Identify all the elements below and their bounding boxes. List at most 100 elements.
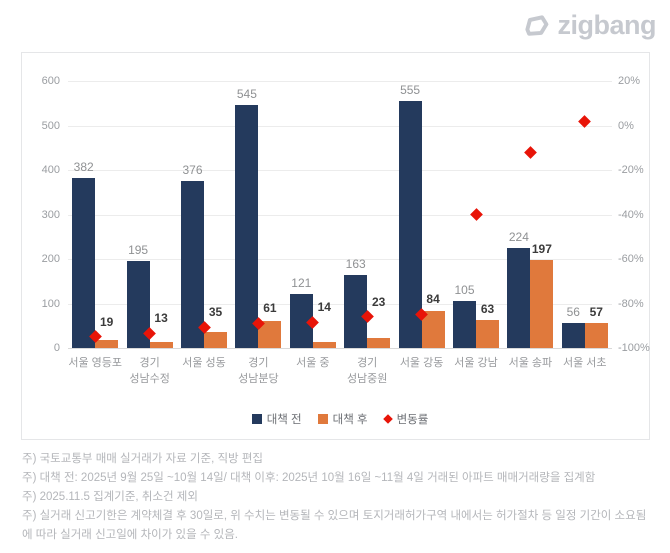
category-label-line: 서울 성동 (182, 357, 226, 369)
chart-legend: 대책 전 대책 후 변동률 (68, 411, 612, 427)
bar-before (289, 294, 313, 348)
right-axis-tick: -40% (618, 208, 644, 221)
bar-after (204, 332, 227, 348)
value-label-before: 224 (508, 230, 529, 245)
value-label-before: 163 (345, 257, 366, 272)
change-rate-diamond (469, 208, 483, 221)
bar-after (95, 339, 119, 348)
left-axis-tick: 100 (41, 297, 60, 310)
value-label-after: 84 (426, 292, 440, 307)
legend-square-swatch (251, 414, 262, 424)
footnote-line: 주) 실거래 신고기한은 계약체결 후 30일로, 위 수치는 변동될 수 있으… (22, 510, 647, 541)
change-rate-diamond (524, 146, 537, 159)
gridline (68, 125, 612, 127)
category-label-line: 서울 서초 (563, 357, 607, 369)
category-label-line: 서울 송파 (508, 357, 553, 369)
value-label-after: 23 (372, 294, 386, 309)
gridline (68, 170, 612, 171)
category-label-line: 성남중원 (346, 373, 388, 385)
bar-after (149, 342, 173, 348)
left-axis-tick: 0 (53, 342, 60, 354)
bar-before (235, 105, 259, 348)
category-label-line: 서울 영등포 (68, 357, 123, 369)
category-label-line: 경기 (248, 357, 269, 369)
left-axis-tick: 600 (41, 75, 60, 87)
category-label-line: 서울 강동 (399, 357, 444, 369)
right-axis-tick: -60% (618, 253, 644, 265)
gridline (68, 348, 612, 349)
value-label-after: 61 (263, 301, 277, 316)
value-label-before: 121 (291, 276, 312, 291)
value-label-before: 376 (182, 162, 203, 177)
legend-square-swatch (317, 414, 328, 424)
value-label-after: 197 (531, 242, 552, 257)
category-label: 서울 강동 (391, 355, 453, 371)
zigbang-logo-text: zigbang (557, 10, 657, 40)
bar-after (258, 320, 282, 348)
value-label-before: 56 (566, 305, 580, 320)
category-label-line: 성남수정 (129, 373, 170, 385)
category-label-line: 경기 (139, 357, 160, 369)
left-axis-tick: 200 (41, 253, 60, 265)
right-axis-tick: -100% (618, 342, 650, 354)
bar-after (476, 319, 499, 348)
gridline (68, 81, 612, 82)
gridline (68, 303, 612, 305)
value-label-before: 545 (236, 87, 257, 102)
category-label-line: 서울 강남 (454, 357, 498, 369)
value-label-before: 195 (128, 243, 149, 258)
value-label-after: 14 (317, 300, 331, 315)
category-label: 서울 성동 (173, 355, 235, 371)
bar-before (561, 323, 585, 348)
zigbang-logo: zigbang (521, 10, 657, 40)
category-label: 서울 송파 (499, 355, 561, 371)
legend-label: 대책 후 (332, 414, 368, 426)
category-label: 서울 중 (282, 355, 344, 371)
bar-before (398, 101, 422, 348)
value-label-after: 19 (100, 314, 114, 329)
category-label: 서울 강남 (445, 355, 507, 371)
right-axis-tick: -80% (618, 297, 644, 310)
bar-after (367, 337, 391, 348)
footnote-line: 주) 2025.11.5 집계기준, 취소건 제외 (22, 491, 198, 503)
legend-item: 변동률 (382, 411, 429, 427)
gridline (68, 259, 612, 260)
value-label-after: 35 (208, 305, 223, 320)
left-axis-tick: 300 (41, 208, 60, 221)
value-label-before: 382 (73, 160, 94, 174)
legend-item: 대책 전 (251, 411, 302, 427)
category-label: 서울 서초 (554, 355, 616, 371)
legend-label: 변동률 (396, 414, 429, 426)
bar-before (126, 261, 150, 348)
right-axis-tick: 0% (618, 119, 634, 132)
category-label-line: 성남분당 (238, 373, 279, 385)
legend-label: 대책 전 (266, 414, 302, 426)
category-label: 서울 영등포 (64, 355, 126, 371)
bar-after (584, 322, 608, 348)
bar-before (181, 180, 204, 348)
category-label-line: 경기 (357, 357, 378, 369)
bar-before (344, 275, 368, 348)
bar-before (72, 178, 96, 348)
left-axis-tick: 400 (41, 164, 60, 176)
value-label-before: 555 (400, 83, 421, 98)
footnote-line: 주) 국토교통부 매매 실거래가 자료 기준, 직방 편집 (22, 453, 263, 465)
left-axis-tick: 500 (41, 119, 60, 132)
legend-diamond-swatch (382, 414, 393, 424)
footnote-line: 주) 대책 전: 2025년 9월 25일 ~10월 14일/ 대책 이후: 2… (22, 472, 596, 484)
value-label-before: 105 (454, 283, 475, 298)
bar-after (312, 341, 336, 348)
bar-before (453, 301, 476, 348)
gridline (68, 214, 612, 216)
right-axis-tick: 20% (618, 75, 641, 87)
value-label-after: 63 (480, 301, 495, 316)
value-label-after: 13 (154, 311, 168, 326)
zigbang-house-icon (521, 13, 551, 39)
bar-before (507, 248, 531, 348)
right-axis-tick: -20% (618, 164, 644, 176)
bar-after (530, 260, 554, 348)
bar-after (421, 310, 445, 348)
